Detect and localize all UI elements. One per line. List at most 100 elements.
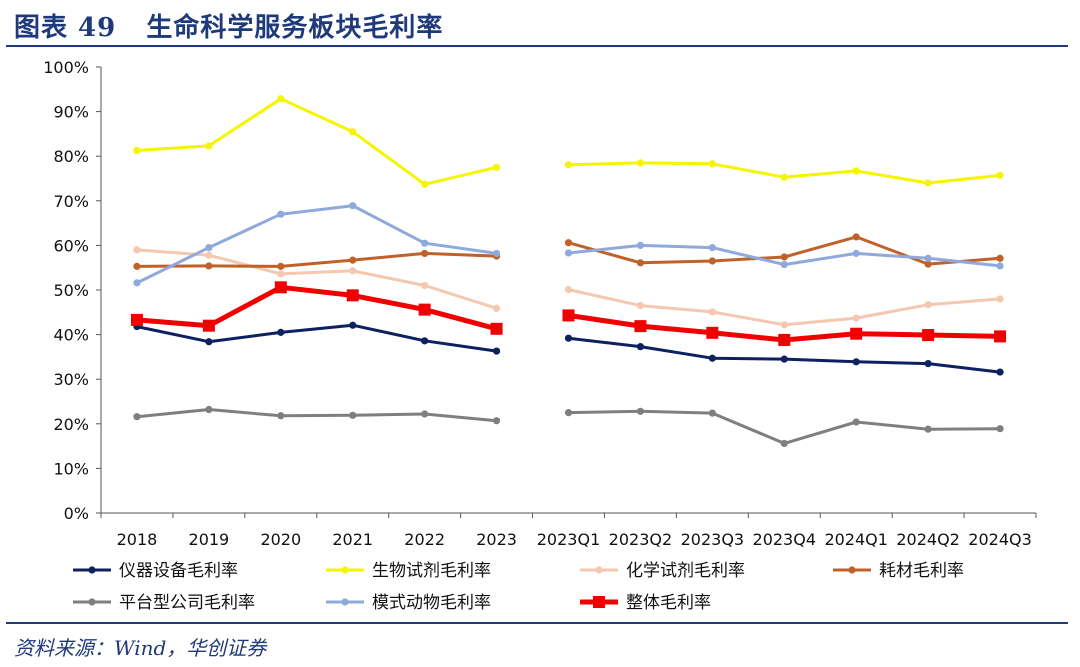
chart-axes: 0% 10% 20% 30% 40% 50% 60% 70% 80% 90% 100% 2018 201… [43, 58, 1037, 549]
series-line [567, 288, 1002, 327]
legend-item: 生物试剂毛利率 [326, 561, 491, 581]
data-point [634, 320, 647, 333]
legend-label: 模式动物毛利率 [372, 593, 491, 613]
data-point [421, 249, 429, 258]
y-tick-label: 90% [53, 103, 89, 122]
data-point [421, 239, 429, 247]
data-point [349, 128, 357, 136]
data-point [708, 308, 716, 316]
data-point [780, 253, 788, 261]
legend-label: 整体毛利率 [626, 593, 711, 613]
data-point [996, 368, 1004, 376]
legend-swatch-marker [88, 598, 96, 606]
data-point [852, 314, 860, 322]
series-line [135, 97, 499, 186]
data-point [133, 413, 141, 421]
data-point [708, 354, 716, 362]
legend-item: 平台型公司毛利率 [73, 593, 255, 613]
data-point [205, 251, 213, 259]
data-point [564, 409, 573, 417]
source-note: 资料来源：Wind，华创证券 [14, 636, 267, 660]
data-point [922, 329, 935, 342]
series-line [567, 409, 1002, 445]
y-tick-label: 20% [53, 415, 89, 434]
data-point [133, 279, 141, 287]
legend-label: 生物试剂毛利率 [372, 561, 491, 581]
data-point [421, 410, 429, 418]
data-point [349, 321, 357, 329]
data-point [564, 161, 573, 169]
data-point [205, 142, 213, 150]
data-point [277, 328, 285, 336]
y-tick-label: 10% [53, 459, 89, 478]
x-tick-label: 2021 [332, 530, 373, 549]
series-line [135, 251, 499, 268]
data-point [349, 202, 357, 210]
series-line [135, 248, 499, 310]
x-tick-label: 2023Q4 [753, 530, 817, 549]
legend-item: 化学试剂毛利率 [580, 561, 745, 581]
legend-swatch-marker [341, 566, 349, 574]
x-tick-label: 2023Q3 [681, 530, 745, 549]
legend-swatch-marker [341, 598, 349, 606]
x-tick-label: 2024Q2 [896, 530, 960, 549]
legend-label: 化学试剂毛利率 [626, 561, 745, 581]
legend-swatch-marker [593, 596, 605, 608]
data-point [349, 411, 357, 419]
data-point [924, 254, 932, 262]
x-tick-label: 2023Q2 [609, 530, 673, 549]
data-point [133, 246, 141, 254]
data-point [924, 359, 932, 368]
data-point [852, 418, 860, 426]
data-point [924, 179, 932, 187]
y-tick-label: 40% [53, 326, 89, 345]
x-tick-label: 2024Q1 [824, 530, 888, 549]
data-point [564, 249, 573, 257]
x-tick-label: 2023 [476, 530, 517, 549]
figure-title: 图表 49 生命科学服务板块毛利率 [14, 13, 444, 43]
data-point [996, 171, 1004, 179]
data-point [133, 146, 141, 155]
data-point [205, 244, 213, 252]
legend-item: 仪器设备毛利率 [73, 561, 238, 581]
data-point [780, 355, 788, 363]
data-point [780, 173, 788, 181]
series-4 [133, 233, 1004, 270]
data-point [492, 347, 501, 355]
legend-item: 耗材毛利率 [833, 561, 964, 581]
data-point [492, 304, 501, 312]
data-point [636, 407, 645, 415]
data-point [708, 409, 716, 417]
data-point [490, 322, 503, 335]
data-point [778, 333, 791, 346]
data-point [277, 262, 285, 270]
data-point [492, 417, 501, 425]
legend-swatch-marker [848, 566, 856, 574]
data-point [421, 337, 429, 345]
data-point [996, 295, 1004, 303]
data-point [418, 303, 431, 316]
data-point [780, 260, 788, 269]
data-point [133, 262, 141, 270]
data-point [780, 439, 788, 448]
data-point [277, 95, 285, 103]
series-7 [130, 281, 1007, 346]
x-tick-label: 2022 [404, 530, 445, 549]
data-point [852, 358, 860, 366]
legend-label: 平台型公司毛利率 [119, 593, 255, 613]
y-tick-label: 100% [43, 58, 89, 77]
data-point [492, 163, 501, 171]
data-point [708, 160, 716, 168]
data-point [277, 210, 285, 218]
series-1 [133, 321, 1004, 376]
data-point [349, 256, 357, 264]
data-point [636, 241, 645, 249]
data-point [421, 180, 429, 188]
legend-swatch-marker [88, 566, 96, 574]
data-point [852, 249, 860, 258]
y-tick-label: 80% [53, 147, 89, 166]
x-tick-label: 2023Q1 [537, 530, 601, 549]
data-point [852, 233, 860, 241]
x-tick-label: 2019 [189, 530, 230, 549]
series-line [135, 204, 499, 285]
